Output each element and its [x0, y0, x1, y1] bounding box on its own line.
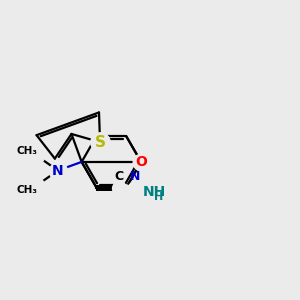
Text: N: N	[52, 164, 64, 178]
Text: N: N	[130, 170, 140, 183]
Text: O: O	[135, 155, 147, 169]
Text: NH: NH	[142, 185, 166, 199]
Text: C: C	[114, 170, 123, 183]
Text: H: H	[154, 191, 163, 202]
Text: S: S	[94, 135, 106, 150]
Text: CH₃: CH₃	[16, 146, 37, 156]
Text: CH₃: CH₃	[16, 185, 37, 195]
